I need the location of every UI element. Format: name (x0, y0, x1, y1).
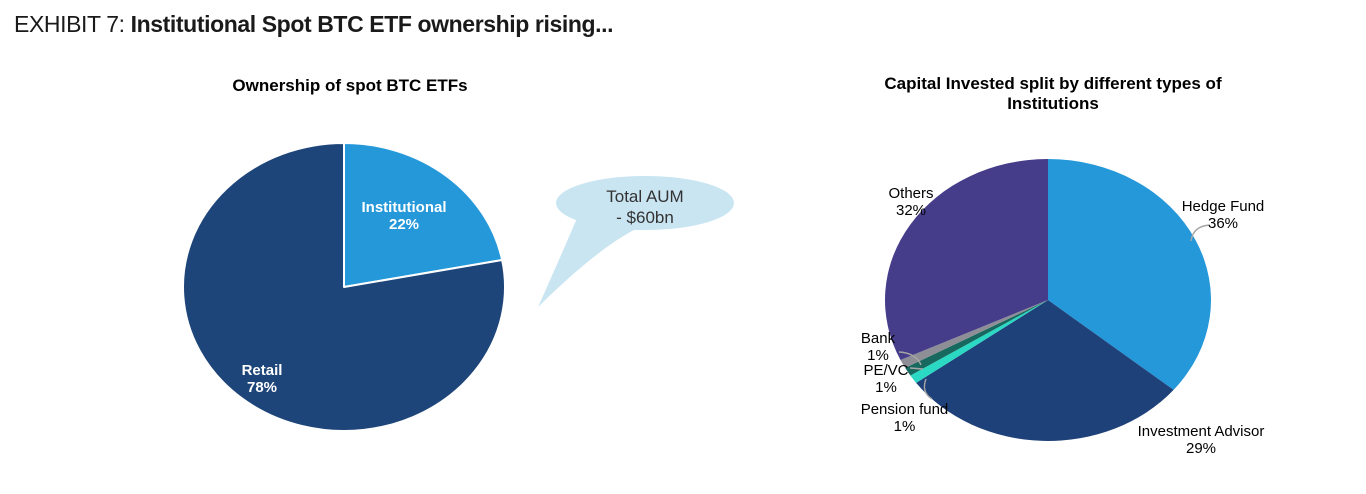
slice-label-bank-pct: 1% (867, 347, 889, 364)
pevc-leader-line (909, 367, 924, 370)
slice-label-bank: Bank 1% (838, 330, 918, 364)
bank-leader-line (898, 351, 922, 366)
slice-label-pension-fund-pct: 1% (893, 418, 916, 435)
slice-label-others: Others 32% (851, 185, 971, 219)
right-chart-title: Capital Invested split by different type… (884, 74, 1222, 113)
leader-lines (898, 224, 1211, 400)
slice-label-investment-advisor-name: Investment Advisor (1137, 423, 1265, 440)
slice-label-pevc-name: PE/VC (863, 362, 909, 379)
pie-slice-others (884, 159, 1048, 361)
slice-label-institutional: Institutional 22% (324, 199, 484, 233)
pie-slice-pension-fund (910, 300, 1048, 383)
exhibit-number-label: EXHIBIT 7: (14, 11, 125, 37)
hedge-fund-leader-line (1190, 224, 1211, 242)
slice-label-institutional-pct: 22% (388, 216, 420, 233)
callout-line1: Total AUM (606, 187, 684, 206)
left-chart-title: Ownership of spot BTC ETFs (232, 76, 468, 95)
slice-label-retail: Retail 78% (182, 362, 342, 396)
callout-text: Total AUM - $60bn (555, 186, 735, 228)
slice-label-hedge-fund-pct: 36% (1207, 215, 1239, 232)
callout-bubble (538, 176, 734, 307)
pension-fund-leader-line (923, 378, 933, 400)
callout-tail (538, 216, 636, 307)
pie-slice-investment-advisor (916, 300, 1174, 441)
slice-label-retail-pct: 78% (246, 379, 278, 396)
pie-slice-bank (900, 300, 1048, 368)
ownership-pie (182, 142, 506, 432)
slice-label-investment-advisor-pct: 29% (1185, 440, 1217, 457)
callout-ellipse (556, 176, 734, 230)
pie-slice-hedge-fund (1048, 159, 1211, 390)
pie-slice-pe-vc (905, 300, 1048, 376)
slice-label-others-pct: 32% (895, 202, 927, 219)
page-title: Institutional Spot BTC ETF ownership ris… (130, 11, 614, 37)
capital-split-pie (884, 159, 1211, 441)
slice-label-others-name: Others (888, 185, 934, 202)
slice-label-pension-fund: Pension fund 1% (832, 401, 977, 435)
slice-label-retail-name: Retail (241, 362, 283, 379)
slice-label-hedge-fund-name: Hedge Fund (1181, 198, 1265, 215)
pie-slice-institutional (343, 142, 504, 288)
slice-label-investment-advisor: Investment Advisor 29% (1136, 423, 1266, 457)
callout-line2: - $60bn (616, 208, 674, 227)
exhibit-header: EXHIBIT 7: Institutional Spot BTC ETF ow… (14, 11, 614, 38)
pie-slice-retail (182, 142, 506, 432)
slice-label-pevc-pct: 1% (875, 379, 897, 396)
slice-label-pevc: PE/VC 1% (846, 362, 926, 396)
slice-label-bank-name: Bank (860, 330, 896, 347)
slice-label-institutional-name: Institutional (361, 199, 447, 216)
slice-label-hedge-fund: Hedge Fund 36% (1158, 198, 1288, 232)
slice-label-pension-fund-name: Pension fund (860, 401, 949, 418)
